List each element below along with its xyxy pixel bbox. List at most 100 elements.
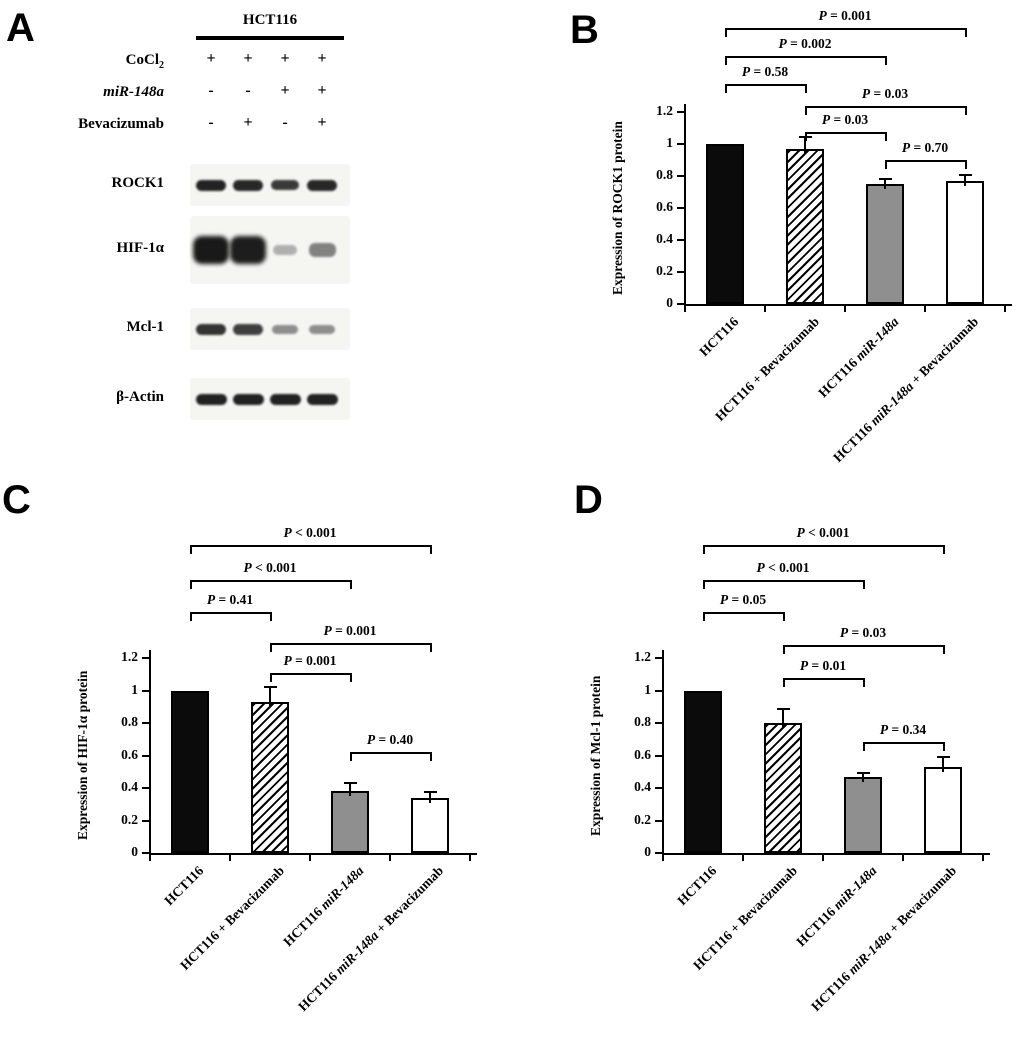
x-tick — [924, 306, 926, 312]
error-bar-cap — [423, 791, 437, 794]
y-tick — [677, 207, 685, 209]
blot-row-label: β-Actin — [116, 389, 164, 405]
y-tick — [655, 819, 663, 822]
significance-bracket-end — [943, 742, 945, 751]
protein-band — [306, 393, 338, 405]
p-value-label: P < 0.001 — [796, 525, 850, 540]
blot-image — [190, 216, 350, 284]
significance-bracket-end — [725, 56, 727, 65]
y-tick-label: 0.4 — [656, 231, 673, 246]
significance-bracket-line — [270, 673, 350, 675]
p-value-label: P = 0.002 — [778, 36, 832, 51]
y-tick — [677, 175, 685, 177]
y-tick-label: 0.2 — [656, 263, 673, 278]
condition-value: - — [208, 82, 214, 99]
y-tick — [142, 657, 150, 659]
y-tick-label: 1 — [666, 135, 673, 150]
significance-bracket-end — [350, 580, 352, 589]
y-tick — [677, 111, 685, 113]
condition-value: + — [206, 50, 216, 67]
y-tick — [655, 852, 663, 854]
p-value-label: P = 0.001 — [283, 653, 337, 668]
error-bar-whisker — [782, 708, 784, 728]
x-tick — [469, 855, 471, 861]
significance-bracket-end — [783, 678, 785, 687]
protein-band — [307, 179, 337, 191]
blot-row-label: ROCK1 — [111, 175, 165, 191]
y-tick-label: 1 — [131, 681, 138, 697]
cell-line-header: HCT116 — [242, 12, 298, 28]
condition-value: + — [317, 82, 327, 99]
panel-c-bar-chart: Expression of HIF-1α protein 0 0.2 0.4 0.6 0.… — [0, 480, 512, 1053]
y-tick-label: 0.8 — [121, 714, 138, 729]
bar-0 — [684, 690, 722, 853]
significance-bracket-end — [805, 84, 807, 93]
p-value-label: P < 0.001 — [243, 560, 297, 575]
significance-bracket-end — [805, 106, 807, 115]
significance-bracket-end — [863, 580, 865, 589]
y-tick-label: 0.2 — [121, 811, 138, 827]
x-tick — [389, 855, 391, 861]
significance-bracket-end — [703, 612, 705, 621]
significance-bracket-line — [783, 678, 863, 680]
significance-bracket-end — [943, 645, 945, 654]
error-bar-cap — [856, 771, 870, 774]
significance-bracket-end — [190, 545, 192, 554]
significance-bracket-end — [430, 643, 432, 652]
significance-bracket-line — [703, 612, 783, 614]
p-value-label: P = 0.001 — [323, 623, 377, 638]
condition-value: - — [282, 114, 288, 131]
significance-bracket-line — [725, 84, 805, 86]
significance-bracket-end — [430, 752, 432, 761]
significance-bracket-line — [190, 612, 270, 614]
panel-c-letter: C — [2, 478, 31, 522]
significance-bracket-end — [965, 160, 967, 169]
error-bar-whisker — [862, 771, 864, 782]
condition-label: CoCl2 — [125, 52, 164, 71]
x-category-label: HCT116 — [674, 863, 720, 909]
error-bar-cap — [776, 708, 790, 711]
protein-band — [195, 393, 227, 405]
blot-row-label: Mcl-1 — [126, 319, 164, 335]
y-tick — [655, 754, 663, 757]
y-tick-label: 0.8 — [634, 714, 651, 729]
x-category-label: HCT116 miR-148a — [793, 863, 880, 950]
bar-2 — [866, 184, 904, 304]
panel-d-bar-chart: Expression of Mcl-1 protein 0 0.2 0.4 0.6 0.8… — [508, 480, 1020, 1053]
bar-1 — [251, 701, 289, 853]
x-tick — [684, 306, 686, 312]
protein-band — [269, 393, 301, 405]
error-bar-whisker — [349, 781, 351, 797]
significance-bracket-line — [783, 645, 943, 647]
significance-bracket-end — [885, 160, 887, 169]
y-tick — [655, 722, 663, 724]
y-tick — [142, 852, 150, 854]
panel-a-western-blot: HCT116 CoCl2 + + + + miR-148a - - + + Bevacizumab - +… — [0, 0, 430, 480]
y-tick-label: 0.8 — [656, 167, 673, 182]
protein-band — [196, 323, 226, 335]
bar-3 — [924, 766, 962, 853]
p-value-label: P = 0.70 — [901, 140, 949, 155]
bar-3 — [411, 797, 449, 853]
significance-bracket-end — [350, 752, 352, 761]
significance-bracket-end — [783, 645, 785, 654]
p-value-label: P < 0.001 — [283, 525, 337, 540]
x-category-label: HCT116 — [696, 314, 742, 360]
bar-1 — [764, 723, 802, 853]
significance-bracket-end — [863, 742, 865, 751]
significance-bracket-line — [725, 28, 965, 30]
y-tick — [655, 657, 663, 659]
y-tick — [677, 271, 685, 273]
significance-bracket-line — [885, 160, 965, 162]
p-value-label: P = 0.41 — [206, 592, 254, 607]
significance-bracket-end — [703, 580, 705, 589]
y-tick-label: 1.2 — [656, 103, 673, 118]
y-tick-label: 0 — [666, 295, 673, 310]
y-tick-label: 0.6 — [634, 746, 651, 762]
p-value-label: P < 0.001 — [756, 560, 810, 575]
x-category-label: HCT116 — [161, 863, 207, 909]
condition-label: Bevacizumab — [78, 116, 164, 132]
x-axis — [684, 304, 1012, 306]
p-value-label: P = 0.05 — [719, 592, 767, 607]
